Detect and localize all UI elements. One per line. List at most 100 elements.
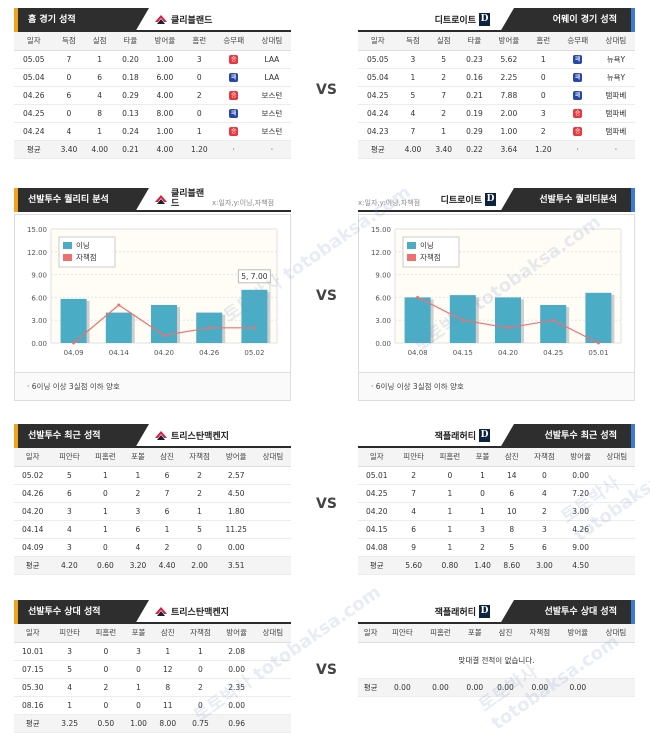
pitcher-recent-right-title: 선발투수 최근 성적: [500, 424, 635, 448]
column-header: 상대팀: [254, 624, 291, 643]
tooltip-label: 5, 7.00: [241, 272, 267, 281]
point-earned-runs: [207, 326, 211, 330]
average-cell: 0.00: [421, 678, 460, 697]
average-row: 평균 4.00 3.40 0.22 3.64 1.20 · ·: [358, 140, 635, 159]
average-cell: 0.22: [459, 140, 490, 159]
table-cell: 뉴욕Y: [596, 68, 635, 87]
cleveland-logo-icon: [155, 607, 167, 616]
table-cell: 2.57: [217, 466, 255, 485]
table-cell: 3.00: [562, 502, 599, 521]
pitcher-vs-left-name-label: 트리스탄맥켄지: [154, 605, 229, 618]
average-cell: 평균: [358, 556, 396, 575]
x-tick-label: 04.20: [498, 349, 518, 357]
table-row: 04.20 4 1 1 10 2 3.00: [358, 502, 635, 521]
table-row: 04.24 4 2 0.19 2.00 3 승 탬파베: [358, 104, 635, 123]
home-recent-title: 홈 경기 성적: [14, 8, 149, 32]
column-header: 상대팀: [598, 448, 635, 467]
table-cell: 6: [53, 86, 85, 105]
table-cell: 0.13: [115, 104, 146, 123]
table-cell: 6: [395, 520, 432, 539]
table-cell: 10.01: [14, 642, 52, 661]
table-cell: 1: [397, 68, 429, 87]
table-cell: 0.23: [459, 50, 490, 69]
table-row: 05.04 1 2 0.16 2.25 0 패 뉴욕Y: [358, 68, 635, 87]
bar-inning: [404, 297, 431, 343]
column-header: 타율: [115, 32, 146, 51]
table-cell: 2: [183, 86, 215, 105]
column-header: 득점: [397, 32, 429, 51]
table-cell: [598, 466, 635, 485]
table-cell: 05.02: [14, 466, 52, 485]
table-cell: 1: [84, 50, 116, 69]
column-header: 방어율: [217, 448, 255, 467]
loss-badge: 패: [229, 73, 239, 82]
quality-right-chart-box: 0.00 3.00 6.00 9.00 12.00 15.00 04.08 04.15 04.2…: [358, 214, 635, 373]
bar-inning: [105, 312, 132, 343]
table-cell: 1: [467, 466, 498, 485]
point-earned-runs: [506, 326, 510, 330]
y-tick-label: 12.00: [371, 249, 391, 257]
table-cell: 보스턴: [252, 86, 291, 105]
table-cell: 보스턴: [252, 104, 291, 123]
column-header: 삼진: [152, 448, 182, 467]
column-header: 자책점: [181, 448, 218, 467]
column-header: 자책점: [520, 624, 559, 643]
table-cell: 탬파베: [596, 86, 635, 105]
pitcher-recent-left-name-label: 트리스탄맥켄지: [154, 429, 229, 442]
away-recent-panel: 디트로이트 D 어웨이 경기 성적 일자 득점 실점 타율 방어율 홈런 승무패 상대팀 05…: [358, 8, 635, 159]
column-header: 삼진: [153, 624, 183, 643]
average-cell: 0.60: [87, 556, 124, 575]
table-cell: 2: [526, 502, 563, 521]
point-earned-runs: [551, 318, 555, 322]
average-cell: 4.00: [84, 140, 116, 159]
table-cell: 0: [87, 484, 124, 503]
vs-label-2: VS: [316, 288, 337, 304]
quality-left-footnote: · 6이닝 이상 3실점 이하 양호: [14, 373, 291, 401]
quality-right-team: 디트로이트 D: [441, 193, 496, 206]
table-cell: 3: [183, 50, 215, 69]
table-cell: 3: [51, 538, 88, 557]
table-cell: LAA: [252, 50, 291, 69]
column-header: 방어율: [562, 448, 599, 467]
y-tick-label: 0.00: [31, 340, 47, 348]
column-header: 상대팀: [596, 624, 635, 643]
table-cell: 1: [51, 696, 88, 715]
table-cell: 4: [123, 538, 153, 557]
pitcher-vs-right-table: 일자 피안타 피홈런 포볼 삼진 자책점 방어율 상대팀 맞대결 전적이 없습니다. 평균 0.…: [358, 624, 635, 697]
table-cell: 뉴욕Y: [596, 50, 635, 69]
x-tick-label: 04.20: [154, 349, 174, 357]
average-cell: 3.40: [53, 140, 85, 159]
detroit-logo-icon: D: [479, 605, 490, 618]
average-cell: 1.20: [527, 140, 559, 159]
table-cell: 1: [87, 466, 124, 485]
table-cell: 4.26: [562, 520, 599, 539]
cleveland-logo-icon: [155, 194, 167, 204]
quality-right-panel: x:일자,y:이닝,자책점 디트로이트 D 선발투수 퀄리티분석 0.00 3.0…: [358, 188, 635, 401]
table-row: 05.02 5 1 1 6 2 2.57: [14, 466, 291, 485]
table-cell: 0: [183, 104, 215, 123]
table-cell: 04.09: [14, 538, 52, 557]
table-cell: 패: [558, 68, 597, 87]
table-cell: 패: [214, 104, 253, 123]
table-cell: 2: [395, 466, 432, 485]
legend-label: 이닝: [76, 240, 90, 250]
table-cell: 8.00: [145, 104, 184, 123]
table-cell: 보스턴: [252, 122, 291, 141]
y-tick-label: 3.00: [375, 317, 391, 325]
table-cell: 05.01: [358, 466, 396, 485]
table-cell: 12: [153, 660, 183, 679]
win-badge: 승: [229, 55, 239, 64]
table-row: 05.30 4 2 1 8 2 2.35: [14, 678, 291, 697]
average-cell: 0.75: [182, 714, 219, 733]
column-header: 자책점: [526, 448, 563, 467]
table-cell: [254, 466, 291, 485]
table-cell: 1: [152, 520, 182, 539]
y-tick-label: 15.00: [27, 226, 47, 234]
table-cell: 1: [431, 538, 468, 557]
table-cell: 4.00: [145, 86, 184, 105]
vs-label-1: VS: [316, 82, 337, 98]
tooltip-box: [237, 269, 271, 284]
average-cell: 평균: [358, 140, 398, 159]
average-cell: 3.51: [217, 556, 255, 575]
table-cell: 4: [395, 502, 432, 521]
